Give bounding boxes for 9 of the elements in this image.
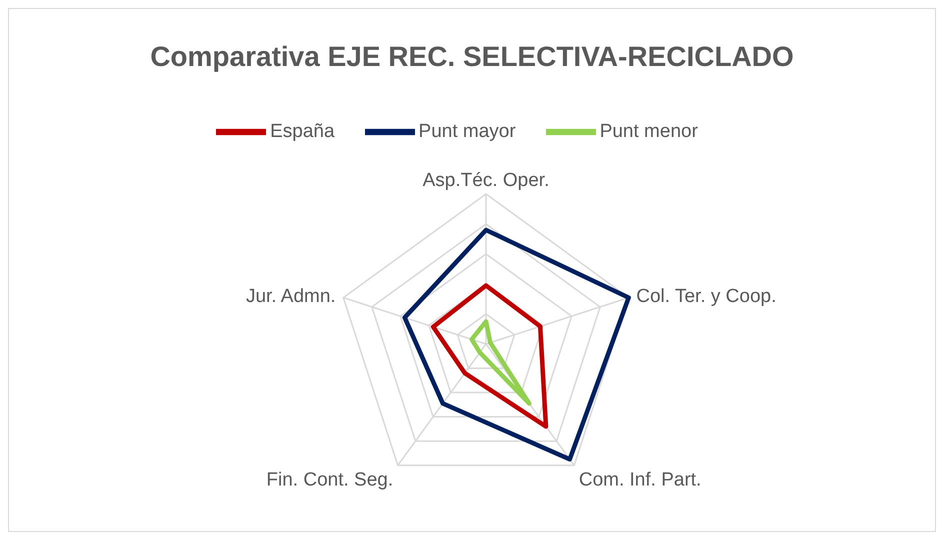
spoke-label: Fin. Cont. Seg. [266, 469, 394, 490]
legend-label: Punt mayor [418, 121, 516, 142]
spoke-label: Asp.Téc. Oper. [422, 170, 550, 191]
legend-label: España [270, 121, 335, 142]
legend-label: Punt menor [600, 121, 698, 142]
spoke-label: Com. Inf. Part. [578, 469, 702, 490]
spoke-label: Col. Ter. y Coop. [636, 286, 776, 307]
chart-title: Comparativa EJE REC. SELECTIVA-RECICLADO [149, 41, 795, 73]
spoke-label: Jur. Admn. [246, 286, 336, 307]
